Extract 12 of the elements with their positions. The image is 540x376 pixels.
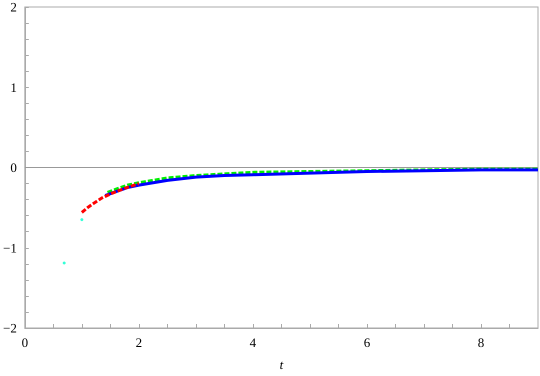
x-tick-label: 6 (364, 335, 371, 350)
x-tick-label: 8 (478, 335, 484, 350)
y-tick-label: −2 (2, 320, 17, 336)
x-tick-label: 2 (136, 335, 142, 350)
y-tick-label: 0 (10, 160, 17, 175)
x-axis-title: t (280, 357, 284, 372)
x-tick-label: 4 (250, 335, 257, 350)
line-series (80, 182, 140, 214)
y-tick-label: 1 (10, 80, 17, 95)
x-tick-label: 0 (22, 335, 28, 350)
y-tick-label: −1 (2, 240, 17, 256)
y-tick-label: 2 (10, 0, 17, 14)
